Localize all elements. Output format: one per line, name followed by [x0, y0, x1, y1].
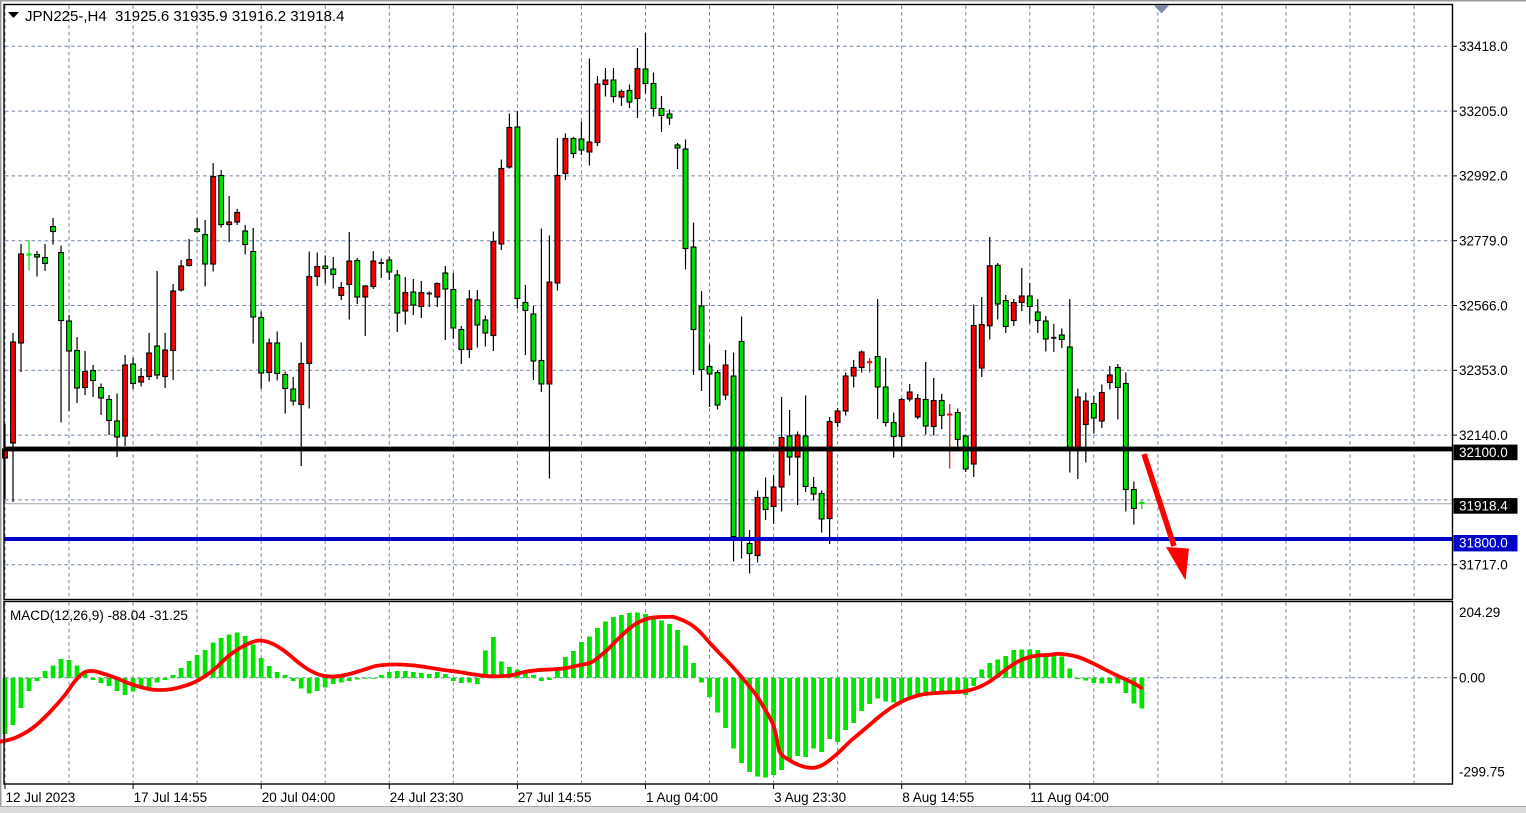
- svg-text:32992.0: 32992.0: [1459, 169, 1508, 184]
- svg-text:20 Jul 04:00: 20 Jul 04:00: [262, 790, 336, 805]
- svg-text:24 Jul 23:30: 24 Jul 23:30: [390, 790, 464, 805]
- svg-text:1 Aug 04:00: 1 Aug 04:00: [646, 790, 718, 805]
- svg-text:33418.0: 33418.0: [1459, 39, 1508, 54]
- svg-text:32779.0: 32779.0: [1459, 234, 1508, 249]
- svg-text:MACD(12,26,9) -88.04 -31.25: MACD(12,26,9) -88.04 -31.25: [10, 608, 188, 623]
- svg-text:33205.0: 33205.0: [1459, 104, 1508, 119]
- svg-text:32566.0: 32566.0: [1459, 298, 1508, 313]
- svg-text:JPN225-,H4 31925.6 31935.9 31: JPN225-,H4 31925.6 31935.9 31916.2 31918…: [25, 8, 344, 25]
- svg-text:204.29: 204.29: [1459, 605, 1500, 620]
- svg-text:32100.0: 32100.0: [1459, 445, 1508, 460]
- svg-text:32140.0: 32140.0: [1459, 428, 1508, 443]
- svg-text:32353.0: 32353.0: [1459, 363, 1508, 378]
- svg-text:-299.75: -299.75: [1459, 764, 1505, 779]
- svg-text:8 Aug 14:55: 8 Aug 14:55: [902, 790, 974, 805]
- svg-text:11 Aug 04:00: 11 Aug 04:00: [1030, 790, 1109, 805]
- svg-text:27 Jul 14:55: 27 Jul 14:55: [518, 790, 592, 805]
- svg-text:17 Jul 14:55: 17 Jul 14:55: [134, 790, 208, 805]
- svg-text:0.00: 0.00: [1459, 671, 1485, 686]
- svg-text:31800.0: 31800.0: [1459, 536, 1508, 551]
- svg-text:3 Aug 23:30: 3 Aug 23:30: [774, 790, 846, 805]
- svg-text:31918.4: 31918.4: [1459, 498, 1508, 513]
- svg-text:12 Jul 2023: 12 Jul 2023: [6, 790, 76, 805]
- svg-text:31717.0: 31717.0: [1459, 558, 1508, 573]
